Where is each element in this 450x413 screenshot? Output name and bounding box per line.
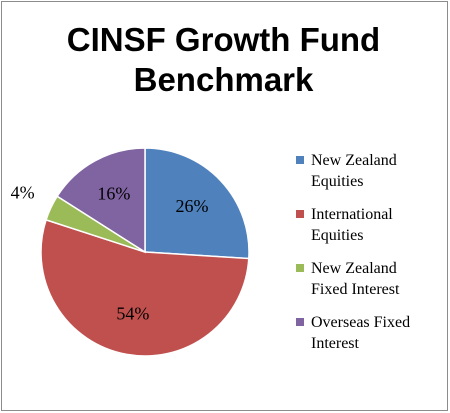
legend-label-line: Interest	[311, 335, 359, 352]
legend-label-line: Equities	[311, 227, 364, 244]
legend-label: New Zealand Fixed Interest	[311, 258, 443, 300]
pie-slice	[40, 218, 250, 357]
chart-title: CINSF Growth Fund Benchmark	[0, 20, 447, 100]
legend-label-line: New Zealand	[311, 260, 397, 277]
slice-data-label: 4%	[11, 183, 35, 203]
legend: New Zealand Equities International Equit…	[296, 150, 446, 366]
legend-swatch	[296, 210, 304, 218]
legend-label: Overseas Fixed Interest	[311, 312, 443, 354]
pie-slice	[56, 147, 146, 254]
chart-title-line-2: Benchmark	[133, 61, 314, 98]
chart-title-line-1: CINSF Growth Fund	[66, 21, 381, 58]
legend-label-line: Fixed Interest	[311, 281, 400, 298]
slice-data-label: 54%	[116, 303, 149, 323]
legend-swatch	[296, 264, 304, 272]
slice-data-label: 16%	[97, 184, 130, 204]
legend-label: New Zealand Equities	[311, 150, 443, 192]
legend-label-line: Equities	[311, 173, 364, 190]
legend-label: International Equities	[311, 204, 443, 246]
legend-item-overseas-fixed-interest: Overseas Fixed Interest	[296, 312, 446, 366]
legend-item-nz-equities: New Zealand Equities	[296, 150, 446, 204]
legend-item-nz-fixed-interest: New Zealand Fixed Interest	[296, 258, 446, 312]
legend-label-line: International	[311, 206, 393, 223]
pie-slice	[144, 147, 250, 260]
legend-swatch	[296, 156, 304, 164]
legend-swatch	[296, 318, 304, 326]
legend-label-line: New Zealand	[311, 152, 397, 169]
legend-label-line: Overseas Fixed	[311, 314, 411, 331]
slice-data-label: 26%	[176, 196, 209, 216]
legend-item-intl-equities: International Equities	[296, 204, 446, 258]
